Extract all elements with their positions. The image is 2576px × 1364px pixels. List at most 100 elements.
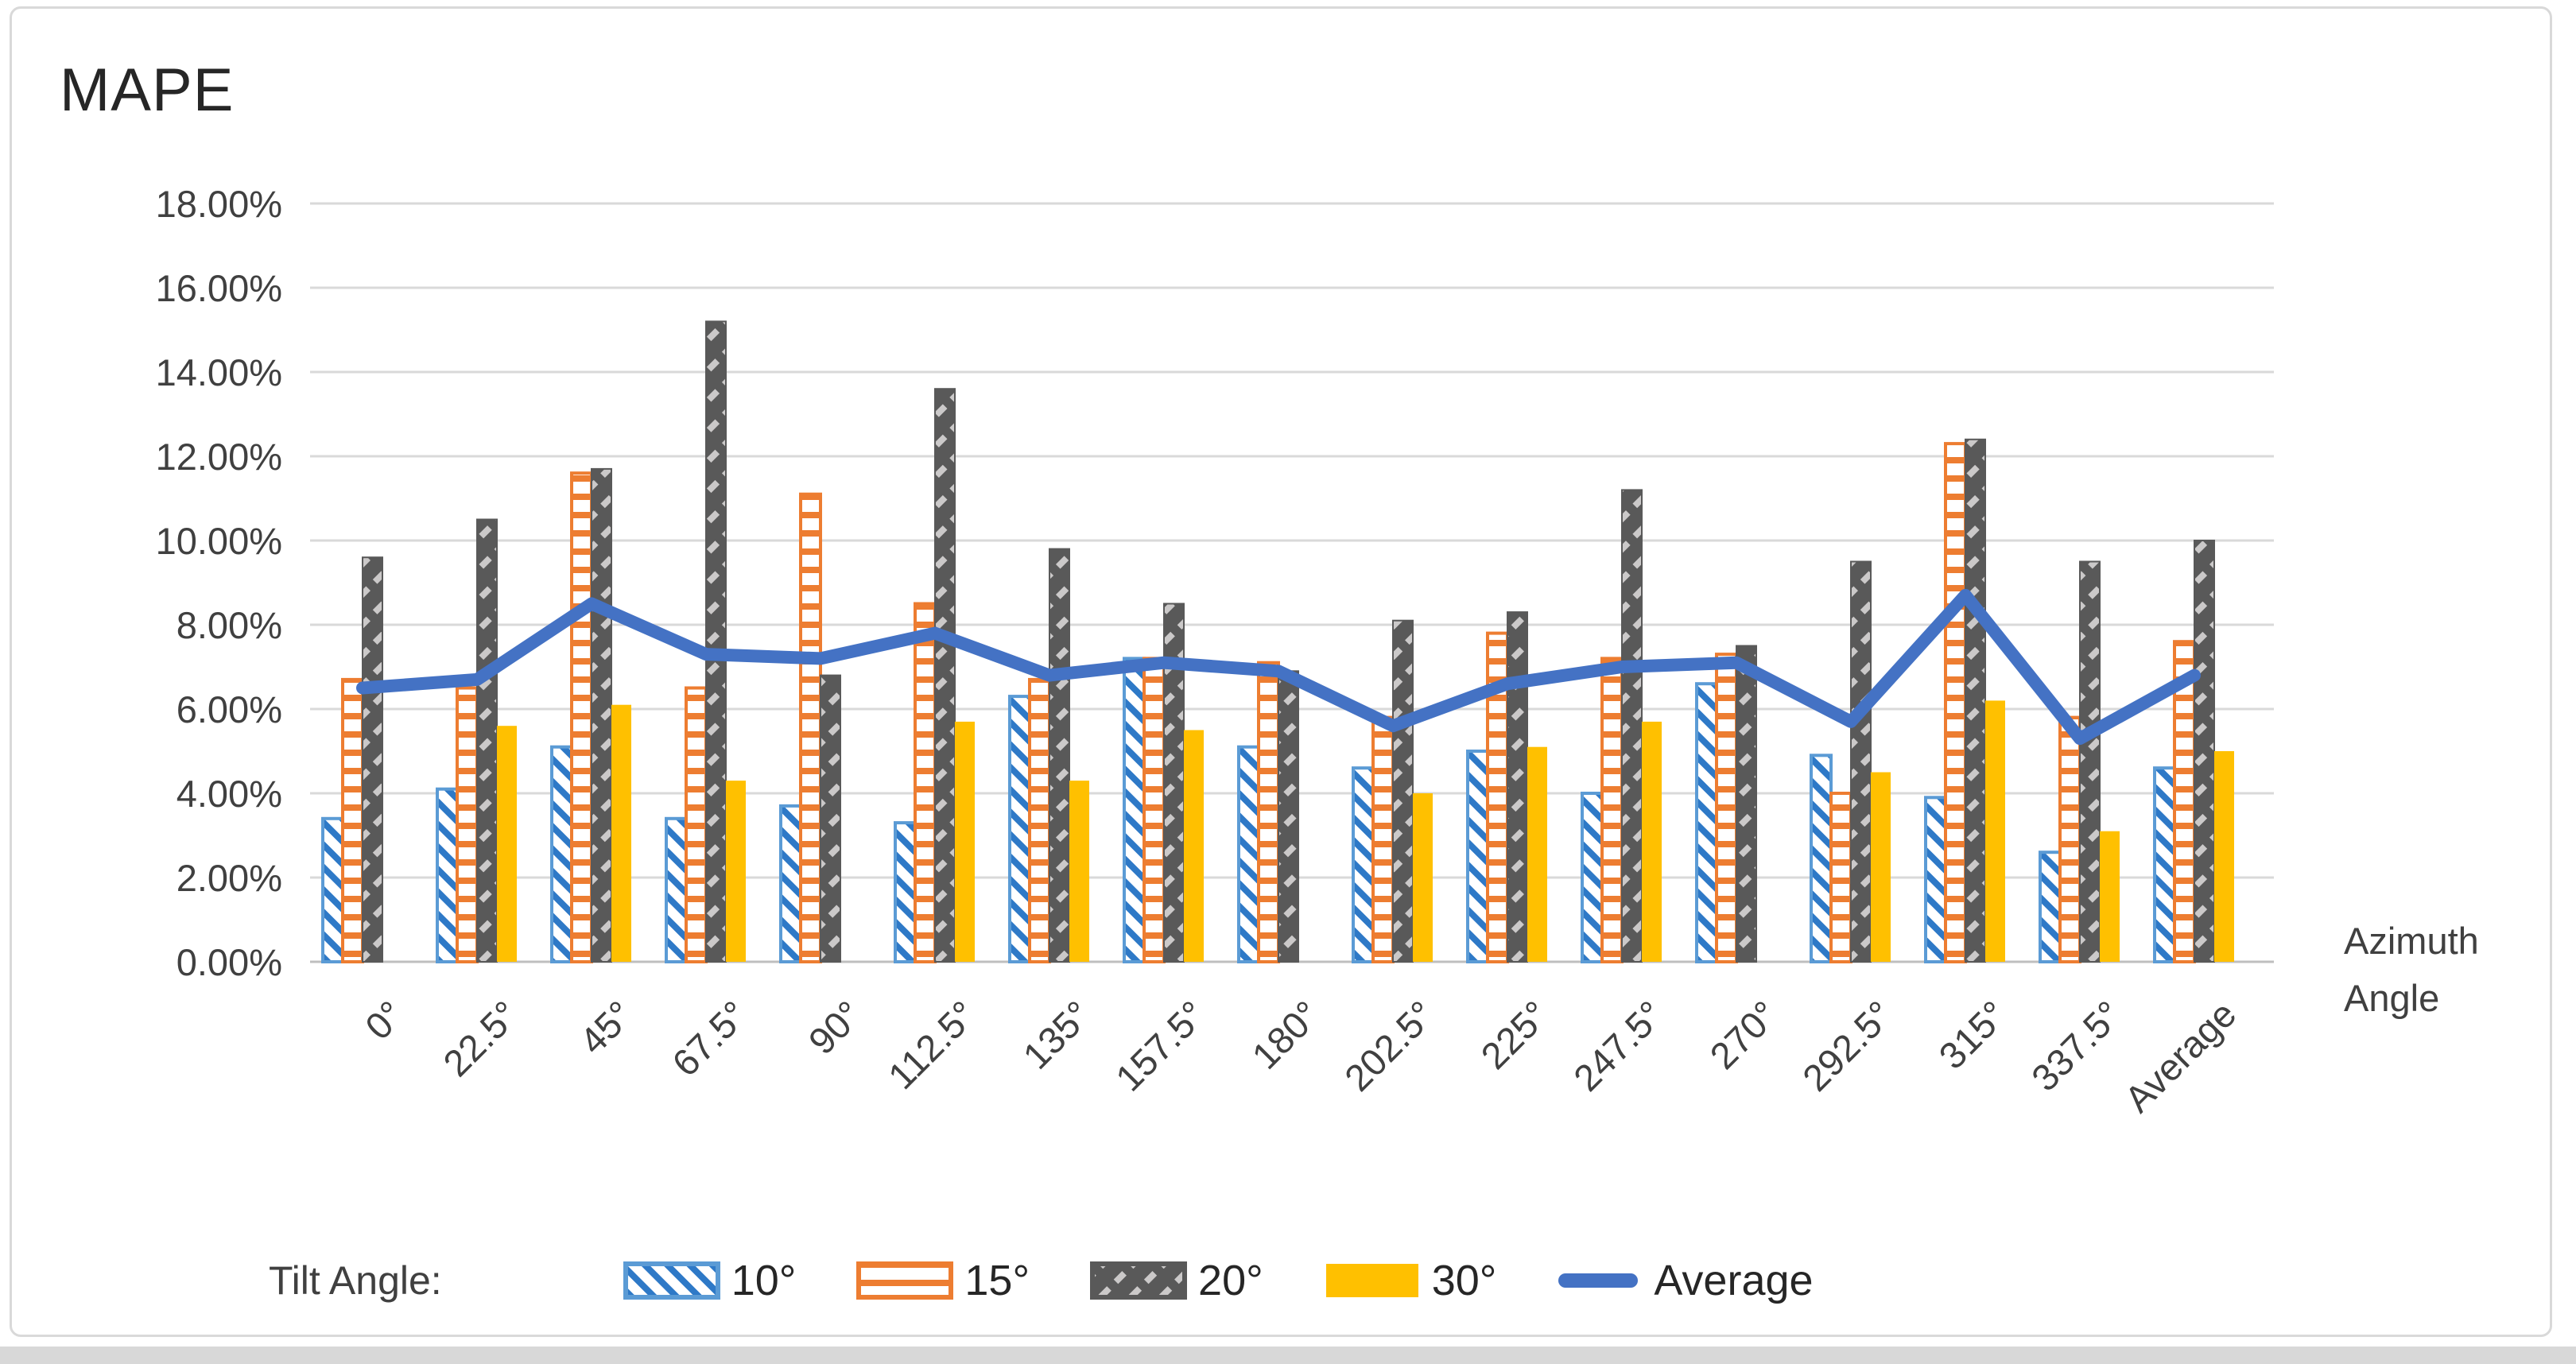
bar-15°-0° xyxy=(341,677,364,964)
bar-30°-67.5° xyxy=(726,781,746,962)
bar-30°-315° xyxy=(1985,700,2005,962)
bar-30°-157.5° xyxy=(1184,730,1204,962)
bar-20°-135° xyxy=(1049,548,1070,963)
legend-item-10°: 10° xyxy=(623,1256,797,1305)
bar-15°-67.5° xyxy=(685,686,708,963)
bar-20°-292.5° xyxy=(1850,560,1872,963)
bar-10°-157.5° xyxy=(1123,657,1146,964)
bar-10°-0° xyxy=(321,816,344,964)
chart-title: MAPE xyxy=(60,56,235,124)
bar-15°-157.5° xyxy=(1143,657,1166,964)
legend-label-15°: 15° xyxy=(964,1257,1030,1304)
bar-15°-22.5° xyxy=(456,686,479,963)
bar-15°-270° xyxy=(1715,653,1738,963)
bar-10°-180° xyxy=(1237,745,1260,963)
legend-swatch-30° xyxy=(1325,1264,1418,1297)
legend-label-30°: 30° xyxy=(1431,1257,1497,1304)
bar-30°-135° xyxy=(1069,781,1089,962)
bar-10°-67.5° xyxy=(665,816,688,964)
bar-15°-90° xyxy=(799,492,822,963)
legend-swatch-Average xyxy=(1558,1273,1639,1288)
legend-label-Average: Average xyxy=(1654,1257,1814,1304)
y-tick-label-16.00%: 16.00% xyxy=(155,267,282,309)
bar-30°-202.5° xyxy=(1413,793,1433,962)
bar-20°-22.5° xyxy=(476,518,498,963)
bar-10°-225° xyxy=(1466,750,1489,963)
bar-15°-202.5° xyxy=(1371,715,1395,963)
bar-10°-90° xyxy=(779,804,802,964)
bar-15°-337.5° xyxy=(2058,715,2081,963)
legend-title: Tilt Angle: xyxy=(269,1258,442,1303)
y-tick-label-18.00%: 18.00% xyxy=(155,183,282,225)
bar-20°-0° xyxy=(362,556,383,963)
bar-20°-315° xyxy=(1965,438,1986,963)
legend-item-15°: 15° xyxy=(856,1256,1030,1305)
y-tick-label-2.00%: 2.00% xyxy=(176,857,282,899)
bar-10°-135° xyxy=(1008,695,1031,963)
bar-20°-247.5° xyxy=(1621,489,1643,963)
legend: Tilt Angle: 10° 15° 20° 30° Average xyxy=(269,1256,1874,1305)
bar-20°-225° xyxy=(1507,611,1528,963)
y-tick-label-0.00%: 0.00% xyxy=(176,941,282,983)
bar-10°-112.5° xyxy=(894,821,917,963)
bar-20°-45° xyxy=(591,467,612,963)
bar-30°-22.5° xyxy=(497,726,517,962)
bar-30°-45° xyxy=(611,704,631,962)
legend-swatch-svg-Average xyxy=(1558,1273,1639,1288)
bar-30°-247.5° xyxy=(1642,721,1662,962)
legend-item-20°: 20° xyxy=(1090,1256,1263,1305)
bar-20°-90° xyxy=(820,674,841,963)
bar-30°-112.5° xyxy=(955,721,975,962)
legend-swatch-svg-20° xyxy=(1090,1261,1188,1300)
legend-swatch-15° xyxy=(856,1261,954,1300)
bar-20°-337.5° xyxy=(2079,560,2101,963)
bar-20°-202.5° xyxy=(1392,619,1414,963)
legend-swatch-svg-15° xyxy=(856,1261,954,1300)
bar-15°-315° xyxy=(1944,442,1967,963)
legend-swatch-10° xyxy=(623,1261,720,1300)
bar-15°-292.5° xyxy=(1829,792,1852,963)
legend-item-30°: 30° xyxy=(1324,1256,1497,1305)
bar-10°-Average xyxy=(2153,766,2176,964)
y-tick-label-14.00%: 14.00% xyxy=(155,351,282,393)
y-tick-label-6.00%: 6.00% xyxy=(176,688,282,730)
y-tick-label-8.00%: 8.00% xyxy=(176,604,282,646)
bar-10°-45° xyxy=(550,745,573,963)
y-tick-label-12.00%: 12.00% xyxy=(155,436,282,478)
bar-20°-180° xyxy=(1278,670,1299,963)
bar-15°-180° xyxy=(1257,661,1280,963)
legend-label-10°: 10° xyxy=(731,1257,797,1304)
y-tick-label-10.00%: 10.00% xyxy=(155,520,282,562)
y-tick-label-4.00%: 4.00% xyxy=(176,773,282,815)
legend-swatch-svg-30° xyxy=(1325,1264,1418,1297)
legend-label-20°: 20° xyxy=(1198,1257,1263,1304)
bar-30°-Average xyxy=(2214,751,2234,962)
x-axis-title-line2: Angle xyxy=(2344,977,2440,1019)
legend-swatch-20° xyxy=(1090,1261,1188,1300)
bar-10°-337.5° xyxy=(2039,851,2062,963)
bar-15°-112.5° xyxy=(914,602,937,963)
bar-10°-270° xyxy=(1695,682,1718,963)
bar-20°-270° xyxy=(1736,645,1757,963)
bar-15°-135° xyxy=(1028,677,1051,964)
bar-30°-225° xyxy=(1527,746,1547,962)
x-axis-title: Azimuth Angle xyxy=(2344,913,2479,1027)
bar-10°-247.5° xyxy=(1581,792,1604,963)
bar-30°-292.5° xyxy=(1871,772,1891,962)
bar-10°-22.5° xyxy=(436,787,459,964)
legend-swatch-svg-10° xyxy=(623,1261,720,1300)
bar-10°-202.5° xyxy=(1352,766,1375,964)
page-bottom-strip xyxy=(0,1347,2576,1364)
x-axis-title-line1: Azimuth xyxy=(2344,920,2479,962)
bar-20°-112.5° xyxy=(934,388,956,963)
legend-item-Average: Average xyxy=(1557,1256,1814,1305)
bar-10°-315° xyxy=(1924,796,1947,963)
average-line xyxy=(356,588,2201,746)
bar-15°-45° xyxy=(570,471,593,963)
bar-10°-292.5° xyxy=(1810,754,1833,963)
bar-20°-67.5° xyxy=(705,320,727,963)
bar-20°-Average xyxy=(2194,540,2215,963)
bar-30°-337.5° xyxy=(2100,831,2120,962)
